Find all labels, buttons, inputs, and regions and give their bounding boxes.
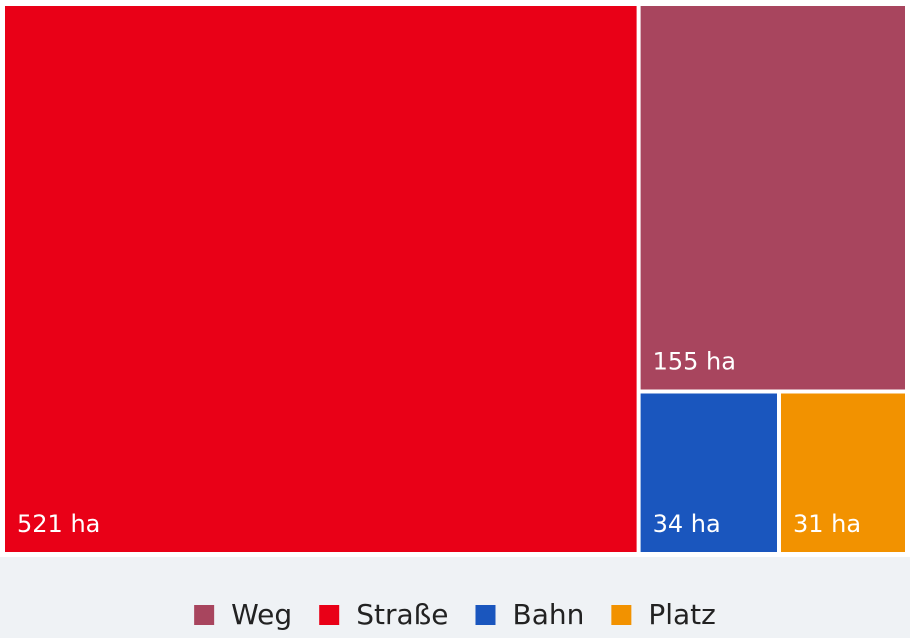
value-label: 34 ha	[653, 510, 721, 538]
legend-swatch	[319, 605, 340, 625]
legend-label: Platz	[648, 598, 716, 631]
tile	[780, 393, 905, 552]
legend-label: Bahn	[512, 598, 584, 631]
legend-label: Straße	[356, 598, 448, 631]
tile	[5, 6, 637, 552]
legend-label: Weg	[231, 598, 292, 631]
tile	[640, 393, 777, 552]
legend-swatch	[611, 605, 632, 625]
legend-swatch	[475, 605, 496, 625]
tile	[640, 6, 905, 390]
legend-swatch	[194, 605, 215, 625]
value-label: 155 ha	[653, 348, 736, 376]
value-label: 31 ha	[793, 510, 861, 538]
value-label: 521 ha	[17, 510, 100, 538]
